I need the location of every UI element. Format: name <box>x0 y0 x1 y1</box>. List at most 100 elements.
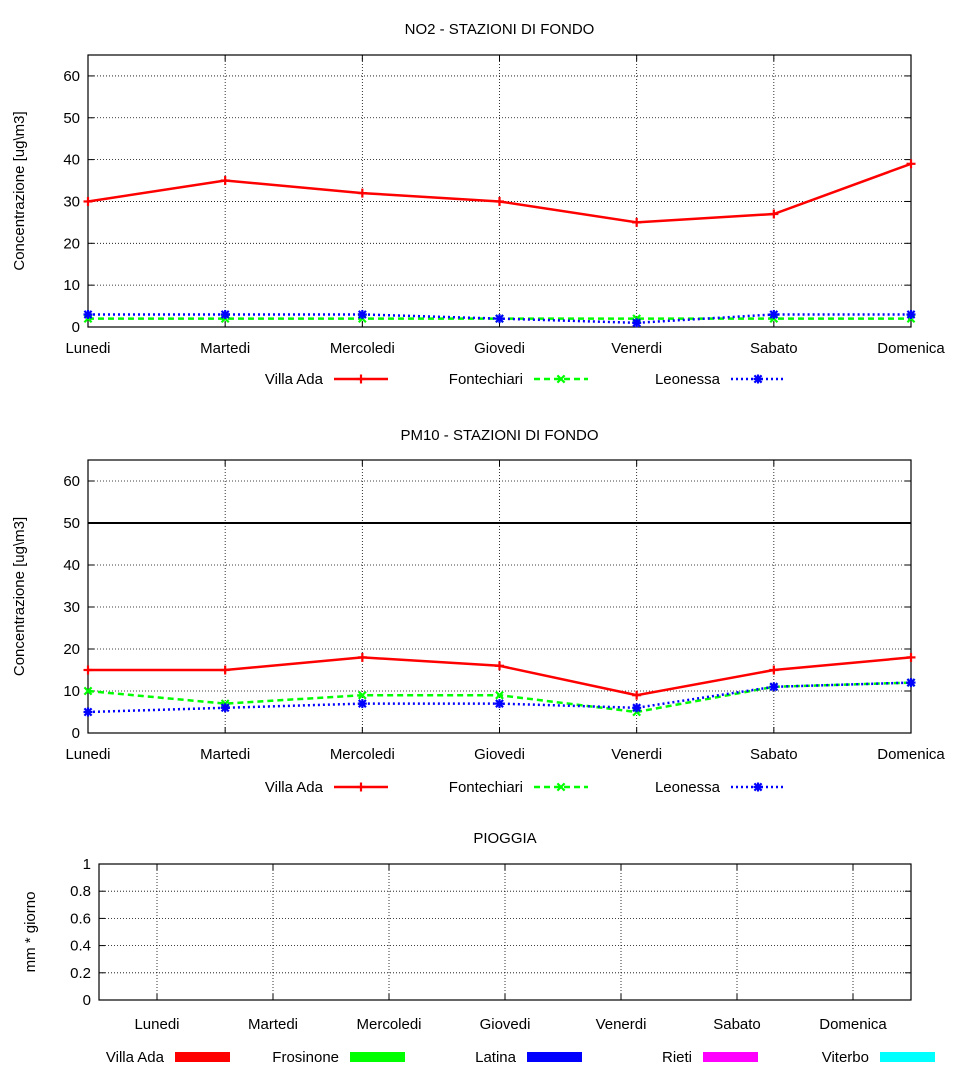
legend-swatch <box>527 1052 582 1062</box>
x-tick-label: Venerdi <box>611 746 662 763</box>
x-tick-label: Domenica <box>877 340 945 357</box>
x-tick-label: Sabato <box>750 340 798 357</box>
y-tick-label: 1 <box>83 856 91 873</box>
legend-item: Leonessa <box>655 371 785 388</box>
x-tick-label: Domenica <box>819 1016 887 1033</box>
legend-label: Villa Ada <box>106 1049 165 1066</box>
y-tick-label: 20 <box>63 641 80 658</box>
y-tick-label: 0 <box>72 725 80 742</box>
x-tick-label: Venerdi <box>596 1016 647 1033</box>
data-point <box>220 665 230 675</box>
y-tick-label: 10 <box>63 277 80 294</box>
y-tick-label: 30 <box>63 599 80 616</box>
legend-item: Villa Ada <box>106 1049 230 1066</box>
data-point <box>220 176 230 186</box>
pm10-chart: PM10 - STAZIONI DI FONDO 0 10 20 30 40 50 60 Lun… <box>11 427 945 796</box>
series-leonessa <box>83 309 916 328</box>
y-tick-label: 0.6 <box>70 910 91 927</box>
data-point <box>83 196 93 206</box>
data-point <box>495 314 504 324</box>
data-point <box>357 188 367 198</box>
legend-label: Leonessa <box>655 779 721 796</box>
no2-chart: NO2 - STAZIONI DI FONDO 0 10 20 30 40 50 60 Lune… <box>11 21 945 388</box>
x-tick-label: Giovedi <box>480 1016 531 1033</box>
plot-frame <box>87 459 912 734</box>
legend-label: Leonessa <box>655 371 721 388</box>
legend-swatch <box>880 1052 935 1062</box>
legend-marker <box>356 374 366 384</box>
chart-title: PM10 - STAZIONI DI FONDO <box>400 427 598 444</box>
data-point <box>83 665 93 675</box>
legend-item: Fontechiari <box>449 371 588 388</box>
legend-label: Rieti <box>662 1049 692 1066</box>
series-leonessa <box>83 678 916 717</box>
legend-item: Viterbo <box>822 1049 935 1066</box>
legend-label: Fontechiari <box>449 779 523 796</box>
data-point <box>495 661 504 671</box>
y-axis-label: Concentrazione [ug\m3] <box>11 111 28 270</box>
data-point <box>495 690 504 700</box>
x-tick-label: Lunedi <box>134 1016 179 1033</box>
data-point <box>632 703 642 713</box>
data-point <box>906 678 916 688</box>
x-tick-label: Giovedi <box>474 340 525 357</box>
legend-item: Rieti <box>662 1049 758 1066</box>
data-point <box>83 686 93 696</box>
y-tick-label: 50 <box>63 110 80 127</box>
pioggia-chart: PIOGGIA 0 0.2 0.4 0.6 0.8 1 Lunedi Martedi Mercol… <box>22 830 935 1066</box>
series-villa-ada <box>83 159 916 227</box>
x-tick-label: Lunedi <box>65 746 110 763</box>
y-tick-label: 0.8 <box>70 883 91 900</box>
y-axis-label: mm * giorno <box>22 892 39 973</box>
legend-swatch <box>703 1052 758 1062</box>
legend: Villa Ada Fontechiari Leonessa <box>265 371 785 388</box>
data-point <box>906 309 916 319</box>
data-point <box>495 196 504 206</box>
y-tick-label: 0.2 <box>70 965 91 982</box>
legend-marker <box>753 374 763 384</box>
data-point <box>357 690 367 700</box>
x-tick-label: Venerdi <box>611 340 662 357</box>
data-point <box>632 690 642 700</box>
data-point <box>769 682 779 692</box>
legend-label: Villa Ada <box>265 779 324 796</box>
y-tick-label: 40 <box>63 557 80 574</box>
chart-title: NO2 - STAZIONI DI FONDO <box>405 21 595 38</box>
legend-label: Latina <box>475 1049 517 1066</box>
data-point <box>906 159 916 169</box>
y-tick-label: 60 <box>63 68 80 85</box>
legend: Villa Ada Frosinone Latina Rieti Viterbo <box>106 1049 935 1066</box>
legend: Villa Ada Fontechiari Leonessa <box>265 779 785 796</box>
data-point <box>357 652 367 662</box>
y-tick-label: 30 <box>63 193 80 210</box>
legend-marker <box>356 782 366 792</box>
grid <box>87 460 912 734</box>
y-tick-label: 0.4 <box>70 938 91 955</box>
y-tick-label: 20 <box>63 235 80 252</box>
data-point <box>769 209 779 219</box>
data-point <box>769 309 779 319</box>
plot-frame <box>98 863 912 1001</box>
x-tick-label: Sabato <box>750 746 798 763</box>
x-tick-label: Mercoledi <box>330 340 395 357</box>
x-tick-label: Giovedi <box>474 746 525 763</box>
x-tick-label: Martedi <box>200 746 250 763</box>
legend-item: Fontechiari <box>449 779 588 796</box>
series-villa-ada <box>83 652 916 700</box>
data-point <box>357 699 367 709</box>
legend-label: Frosinone <box>272 1049 339 1066</box>
data-point <box>83 309 93 319</box>
y-tick-label: 0 <box>83 992 91 1009</box>
x-tick-label: Martedi <box>200 340 250 357</box>
legend-label: Viterbo <box>822 1049 869 1066</box>
x-tick-label: Sabato <box>713 1016 761 1033</box>
y-tick-label: 10 <box>63 683 80 700</box>
legend-swatch <box>175 1052 230 1062</box>
grid <box>87 55 912 328</box>
grid <box>99 863 911 1001</box>
data-point <box>632 217 642 227</box>
legend-item: Villa Ada <box>265 779 388 796</box>
legend-item: Frosinone <box>272 1049 405 1066</box>
legend-swatch <box>350 1052 405 1062</box>
